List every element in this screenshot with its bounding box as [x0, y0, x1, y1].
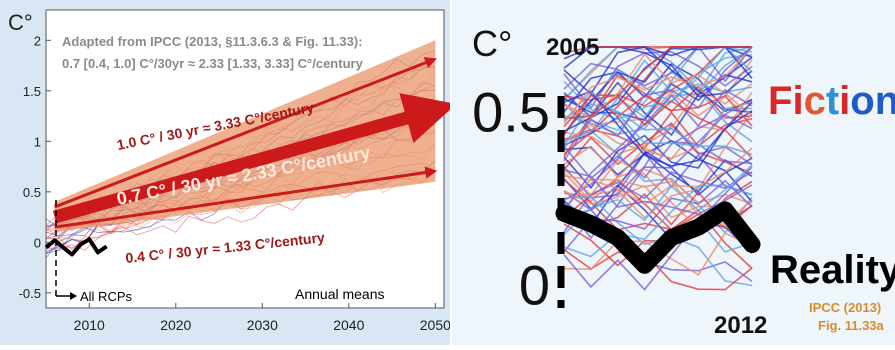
reality-series: [555, 201, 761, 274]
annual-means-label: Annual means: [295, 286, 385, 302]
fiction-line: [563, 112, 753, 219]
y-tick-label: 2: [34, 33, 41, 48]
start-year-label: 2005: [546, 34, 599, 61]
right-chart-panel: 0 0.5 C° 2005 2012 Fiction Reality IPCC (…: [452, 0, 895, 345]
rcps-label: All RCPs: [80, 289, 133, 304]
lower-trend-arrow: [54, 166, 438, 229]
right-y-axis-label: C°: [472, 23, 512, 64]
y-tick-label: 1.5: [23, 84, 41, 99]
fiction-line: [563, 90, 753, 167]
trend-arrows: [52, 57, 457, 229]
fiction-line: [563, 209, 753, 283]
fiction-label: Fiction: [768, 79, 895, 123]
y-tick-label: 0.5: [23, 185, 41, 200]
chart-subtitle: 0.7 [0.4, 1.0] C°/30yr ≈ 2.33 [1.33, 3.3…: [62, 56, 364, 71]
y-tick-label: 1: [34, 134, 41, 149]
fiction-letter: o: [850, 79, 874, 123]
end-year-label: 2012: [714, 312, 767, 339]
fiction-line: [563, 184, 753, 258]
x-tick-labels: 2010 2020 2030 2040 2050: [74, 303, 451, 333]
fiction-line: [563, 62, 753, 114]
fiction-letter: i: [792, 79, 803, 123]
fiction-line: [563, 178, 753, 244]
fiction-line: [563, 102, 753, 234]
y-tick-label: 0: [34, 235, 41, 250]
fiction-line: [563, 46, 753, 125]
source-line-1: IPCC (2013): [809, 300, 881, 315]
fiction-line: [563, 171, 753, 233]
x-tick-label: 2010: [74, 317, 105, 333]
right-y-tick-label: 0: [519, 254, 550, 317]
fiction-letter: c: [804, 79, 826, 123]
fiction-line: [563, 50, 753, 110]
fiction-line: [563, 166, 753, 291]
reality-label: Reality: [770, 248, 895, 292]
right-y-tick-label: 0.5: [472, 80, 550, 143]
chart-title: Adapted from IPCC (2013, §11.3.6.3 & Fig…: [62, 34, 363, 49]
fiction-line: [563, 123, 753, 199]
y-tick-labels: 00.5: [472, 80, 550, 316]
fiction-letter: t: [826, 79, 839, 123]
fiction-line: [563, 59, 753, 126]
fiction-line: [563, 122, 753, 175]
fiction-letter: n: [875, 79, 895, 123]
x-tick-label: 2050: [420, 317, 450, 333]
fiction-line: [563, 90, 753, 156]
fiction-line: [563, 88, 753, 212]
x-tick-label: 2040: [333, 317, 364, 333]
source-line-2: Fig. 11.33a: [818, 318, 885, 333]
fiction-letter: F: [768, 79, 792, 123]
y-axis-label: C°: [8, 10, 33, 35]
middle-trend-arrow: [52, 93, 457, 224]
x-tick-label: 2030: [247, 317, 278, 333]
fiction-line: [563, 249, 753, 291]
fiction-line: [563, 46, 753, 162]
fiction-line: [563, 164, 753, 236]
fiction-line: [563, 103, 753, 149]
fiction-line: [563, 93, 753, 136]
y-tick-label: -0.5: [19, 286, 41, 301]
fiction-line: [563, 82, 753, 155]
left-chart-panel: -0.5 0 0.5 1 1.5 2 2010 2020 2030 2040 2050 C° Ad…: [0, 0, 457, 345]
fiction-letter: i: [839, 79, 850, 123]
zoomed-chart: 00.5 C° 2005 2012 Fiction Reality IPCC (…: [472, 23, 895, 339]
rcp-marker: [55, 200, 77, 300]
projection-chart: -0.5 0 0.5 1 1.5 2 2010 2020 2030 2040 2050 C° Ad…: [8, 9, 457, 333]
fiction-ensemble: [563, 45, 753, 291]
y-tick-labels: -0.5 0 0.5 1 1.5 2: [19, 33, 51, 301]
fiction-line: [563, 54, 753, 121]
upper-trend-arrow: [54, 57, 437, 209]
fiction-line: [563, 95, 753, 159]
x-tick-label: 2020: [160, 317, 191, 333]
